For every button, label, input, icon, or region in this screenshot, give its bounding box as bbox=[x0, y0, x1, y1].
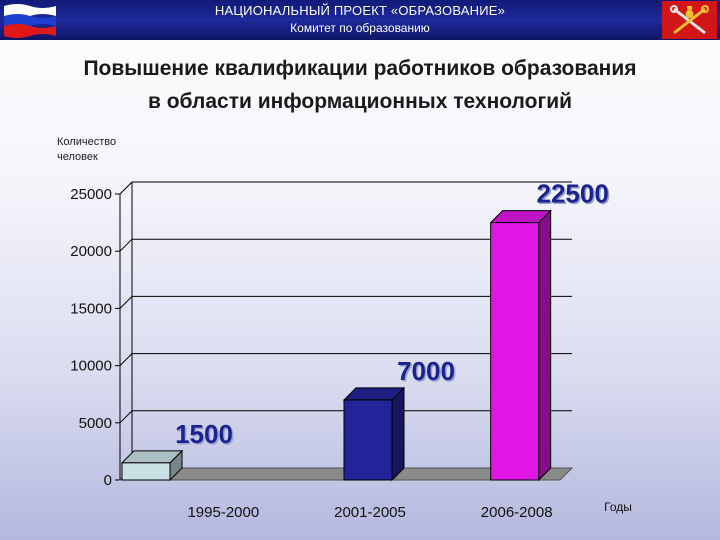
chart-title-line-2: в области информационных технологий bbox=[147, 90, 573, 113]
data-label-shadow: 22500 bbox=[538, 180, 610, 210]
y-tick-label: 20000 bbox=[70, 243, 112, 260]
y-tick-label: 15000 bbox=[70, 300, 112, 317]
data-label-shadow: 7000 bbox=[399, 357, 457, 387]
gridline-diagonal bbox=[119, 353, 133, 366]
data-label-shadow: 1500 bbox=[177, 420, 235, 450]
bar-side bbox=[391, 386, 405, 482]
chart-title: Повышение квалификации работников образо… bbox=[0, 52, 720, 118]
bar bbox=[490, 222, 540, 481]
y-axis-label: Количество человек bbox=[57, 135, 167, 165]
bar bbox=[121, 462, 171, 481]
y-tick-label: 5000 bbox=[79, 415, 112, 432]
x-tick-label: 2001-2005 bbox=[334, 504, 406, 521]
header-committee: Комитет по образованию bbox=[290, 21, 430, 35]
gridline-diagonal bbox=[119, 181, 133, 195]
y-tick-label: 0 bbox=[104, 472, 112, 489]
chart-title-line-1: Повышение квалификации работников образо… bbox=[83, 57, 637, 80]
bar bbox=[343, 399, 393, 481]
data-label: 22500 bbox=[537, 179, 609, 209]
gridline-diagonal bbox=[119, 238, 133, 252]
gridline-diagonal bbox=[119, 296, 133, 309]
data-label: 1500 bbox=[175, 419, 233, 449]
x-axis-label: Годы bbox=[604, 500, 632, 514]
gridline-diagonal bbox=[119, 410, 133, 424]
header-project-title: НАЦИОНАЛЬНЫЙ ПРОЕКТ «ОБРАЗОВАНИЕ» bbox=[214, 3, 506, 18]
bar-side bbox=[538, 209, 552, 482]
russian-flag-icon bbox=[4, 4, 56, 38]
city-emblem-icon bbox=[662, 1, 717, 39]
x-tick-label: 2006-2008 bbox=[481, 504, 553, 521]
y-axis-label-line-2: человек bbox=[57, 151, 98, 163]
x-tick-label: 1995-2000 bbox=[187, 504, 259, 521]
data-label: 7000 bbox=[397, 356, 455, 386]
header-banner: НАЦИОНАЛЬНЫЙ ПРОЕКТ «ОБРАЗОВАНИЕ» Комите… bbox=[0, 0, 720, 40]
y-tick-label: 10000 bbox=[70, 358, 112, 375]
y-tick-label: 25000 bbox=[70, 186, 112, 203]
y-axis-label-line-1: Количество bbox=[57, 136, 117, 148]
